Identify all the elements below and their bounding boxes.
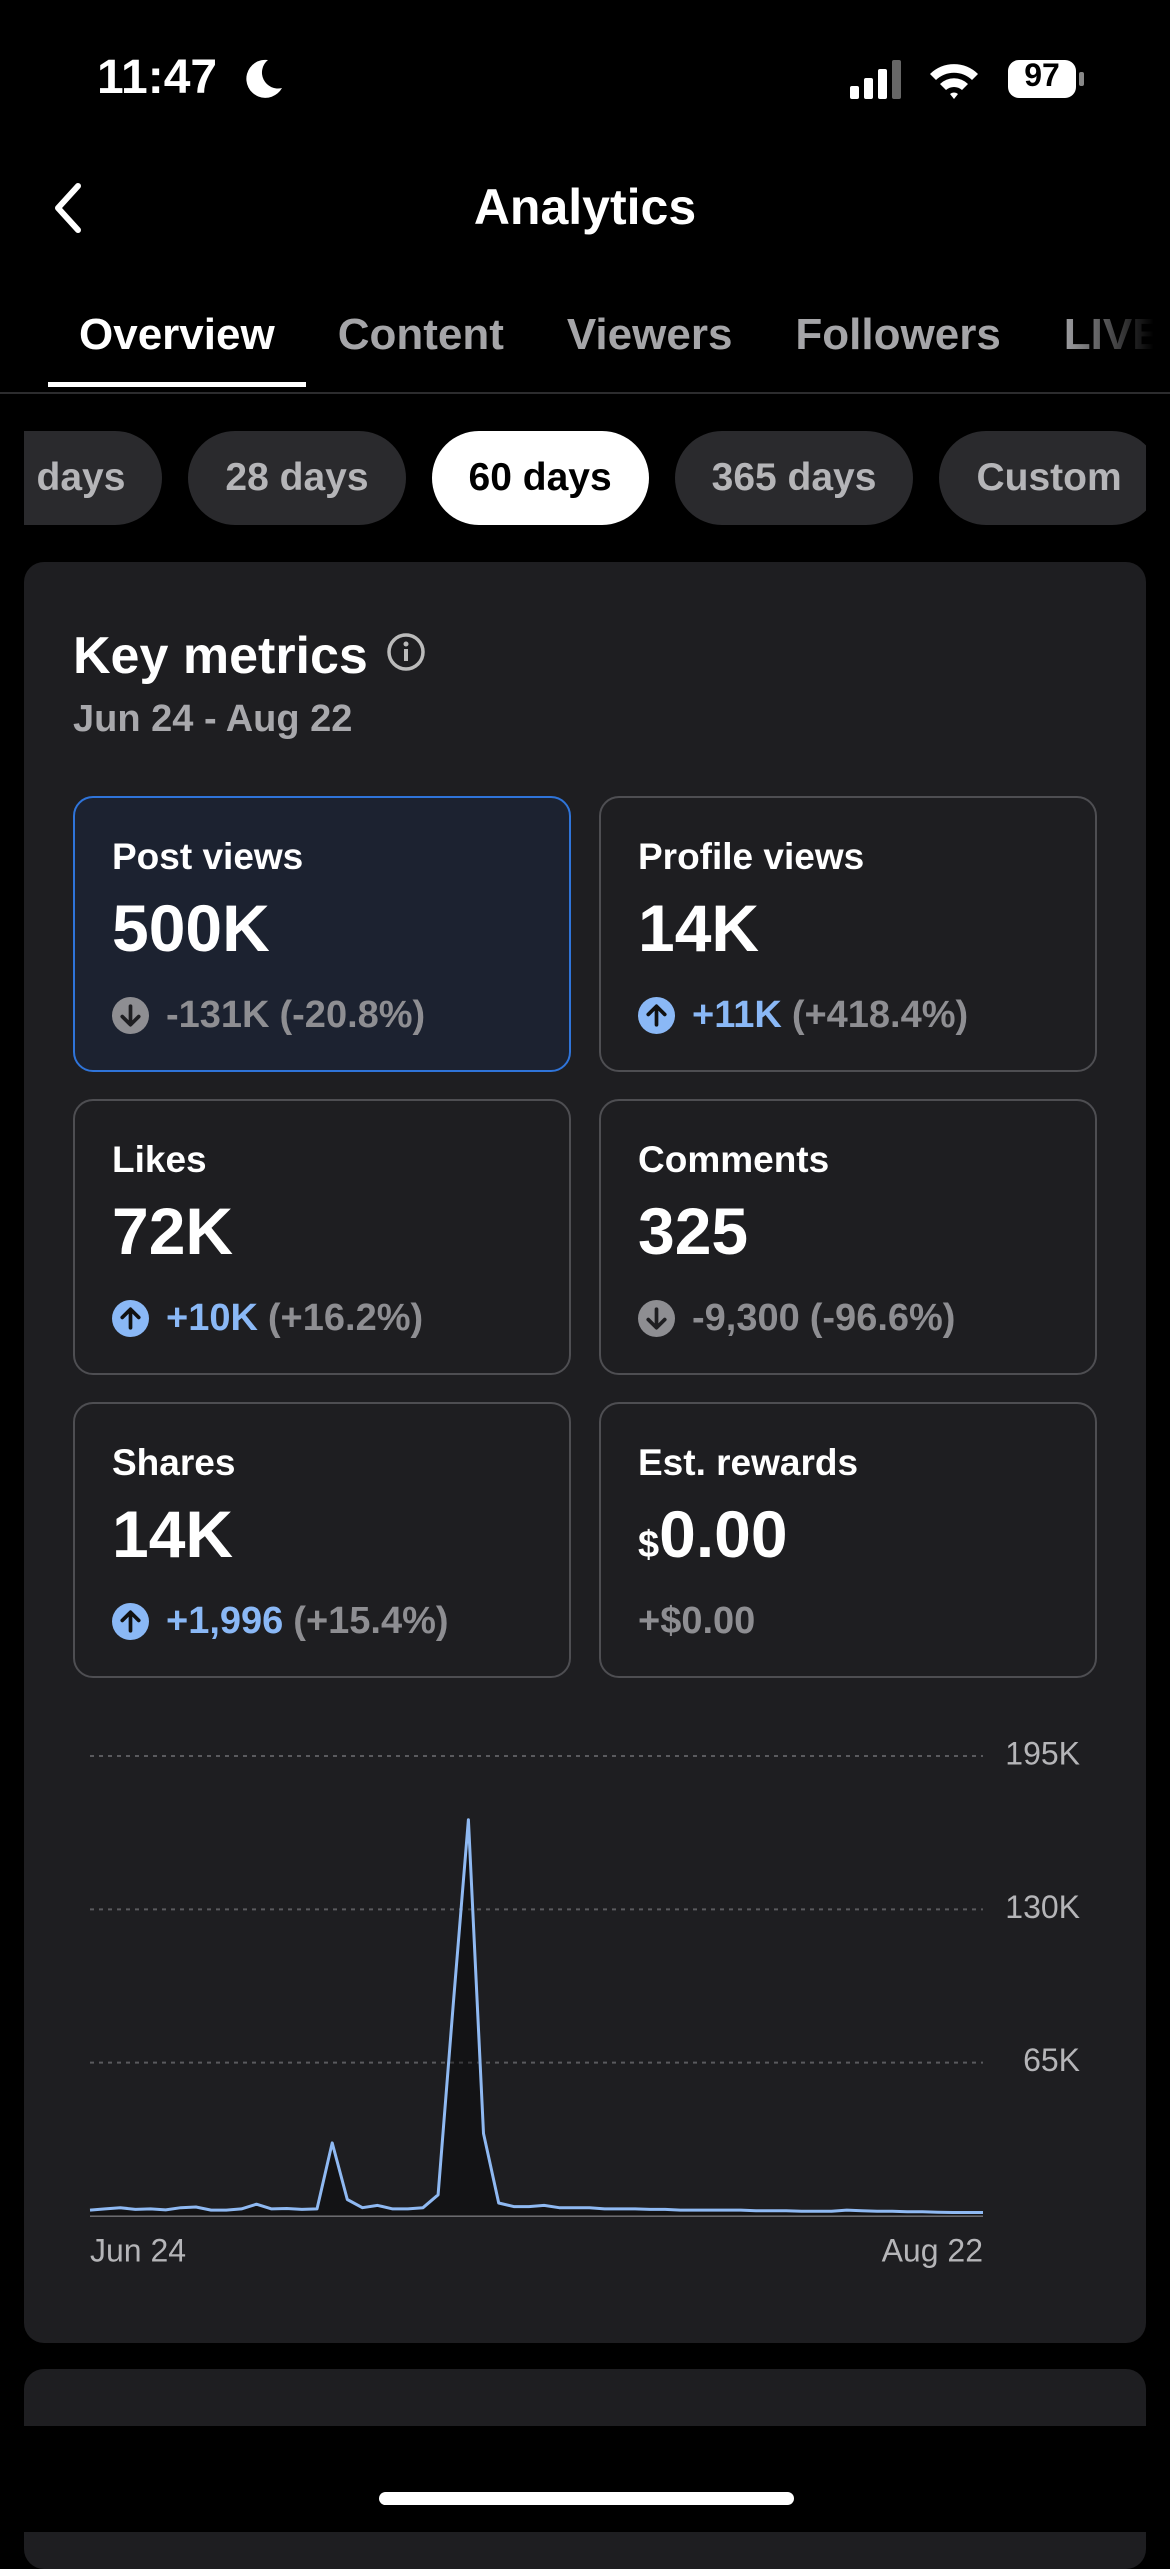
home-indicator [379, 2492, 794, 2505]
metric-change: +11K (+418.4%) [638, 994, 968, 1037]
info-icon[interactable] [386, 632, 426, 672]
divider [0, 392, 1170, 394]
metric-value: 14K [112, 1496, 233, 1572]
tab[interactable]: Followers [795, 310, 1001, 359]
trend-arrow [638, 997, 675, 1034]
metric-number: 500K [112, 891, 270, 965]
metric-label: Post views [112, 836, 304, 877]
metric-number: 0.00 [659, 1497, 788, 1571]
range-pill[interactable]: 28 days [188, 431, 406, 525]
change-percent: (+16.2%) [267, 1297, 424, 1339]
y-tick-label: 130K [1005, 1889, 1080, 1925]
metric-label: Profile views [638, 836, 865, 877]
card-title: Key metrics [73, 627, 368, 685]
metric-box[interactable]: Est. rewards $0.00 +$0.00 [599, 1402, 1097, 1678]
trend-arrow [112, 997, 149, 1034]
metric-number: 72K [112, 1194, 234, 1268]
metric-number: 325 [638, 1194, 749, 1268]
trend-arrow [638, 1300, 675, 1337]
metric-currency: $ [638, 1524, 660, 1566]
metric-label: Comments [638, 1139, 830, 1180]
change-amount: -9,300 [692, 1297, 800, 1339]
bottom-area [0, 2426, 1170, 2532]
metric-label: Likes [112, 1139, 207, 1180]
x-tick-label: Jun 24 [90, 2232, 186, 2268]
x-tick-label: Aug 22 [882, 2232, 983, 2268]
y-tick-label: 195K [1005, 1735, 1080, 1771]
status-icons [850, 60, 1084, 99]
range-pill[interactable]: 60 days [431, 431, 649, 525]
metric-number: 14K [638, 891, 760, 965]
change-percent: (+418.4%) [791, 994, 969, 1036]
page-title: Analytics [473, 179, 697, 235]
metric-value: 500K [112, 890, 270, 966]
change-amount: +11K [692, 994, 782, 1036]
metric-box[interactable]: Shares 14K +1,996 (+15.4%) [73, 1402, 571, 1678]
metric-box[interactable]: Comments 325 -9,300 (-96.6%) [599, 1099, 1097, 1375]
metric-box[interactable]: Profile views 14K +11K (+418.4%) [599, 796, 1097, 1072]
metric-change: +1,996 (+15.4%) [112, 1600, 449, 1643]
battery-level: 97 [1024, 57, 1060, 93]
date-range: Jun 24 - Aug 22 [73, 698, 353, 740]
tab[interactable]: Content [337, 310, 504, 359]
change-amount: -131K [166, 994, 270, 1036]
range-pill[interactable]: 365 days [674, 431, 914, 525]
metric-change: -131K (-20.8%) [112, 994, 425, 1037]
metric-box[interactable]: Post views 500K -131K (-20.8%) [73, 796, 571, 1072]
metric-value: 325 [638, 1193, 748, 1269]
metric-value: 14K [638, 890, 759, 966]
metric-change: +$0.00 [638, 1600, 755, 1643]
trend-icon [112, 1603, 166, 1640]
range-pill[interactable]: Custom [939, 431, 1146, 525]
trend-icon [112, 1300, 166, 1337]
trend-arrow [112, 1300, 149, 1337]
metric-value: 72K [112, 1193, 233, 1269]
change-amount: +$0.00 [638, 1600, 756, 1642]
tab[interactable]: Viewers [566, 310, 733, 359]
range-pill[interactable]: 7 days [24, 431, 163, 525]
metrics-card: Key metrics Jun 24 - Aug 22 Post views 50… [24, 562, 1146, 2343]
trend-icon [638, 997, 692, 1034]
trend-icon [638, 1300, 692, 1337]
metric-label: Shares [112, 1442, 236, 1483]
change-percent: (+15.4%) [293, 1600, 449, 1642]
status-time: 11:47 [97, 51, 218, 104]
tab[interactable]: Overview [48, 300, 306, 392]
y-tick-label: 65K [1023, 2042, 1080, 2078]
change-percent: (-20.8%) [279, 994, 426, 1036]
range-selector: 7 days 28 days 60 days 365 days Custom [24, 431, 1146, 525]
metric-box[interactable]: Likes 72K +10K (+16.2%) [73, 1099, 571, 1375]
metric-change: -9,300 (-96.6%) [638, 1297, 955, 1340]
metric-value: $0.00 [638, 1496, 788, 1572]
back-button[interactable] [44, 180, 94, 236]
moon-icon [246, 59, 282, 98]
line-series [89, 1818, 983, 2214]
tab-fade [1060, 290, 1170, 390]
change-amount: +1,996 [166, 1600, 284, 1642]
metric-change: +10K (+16.2%) [112, 1297, 423, 1340]
metric-label: Est. rewards [638, 1442, 859, 1483]
change-percent: (-96.6%) [809, 1297, 956, 1339]
trend-arrow [112, 1603, 149, 1640]
trend-icon [112, 997, 166, 1034]
metric-number: 14K [112, 1497, 234, 1571]
line-area [90, 1819, 983, 2216]
change-amount: +10K [166, 1297, 258, 1339]
